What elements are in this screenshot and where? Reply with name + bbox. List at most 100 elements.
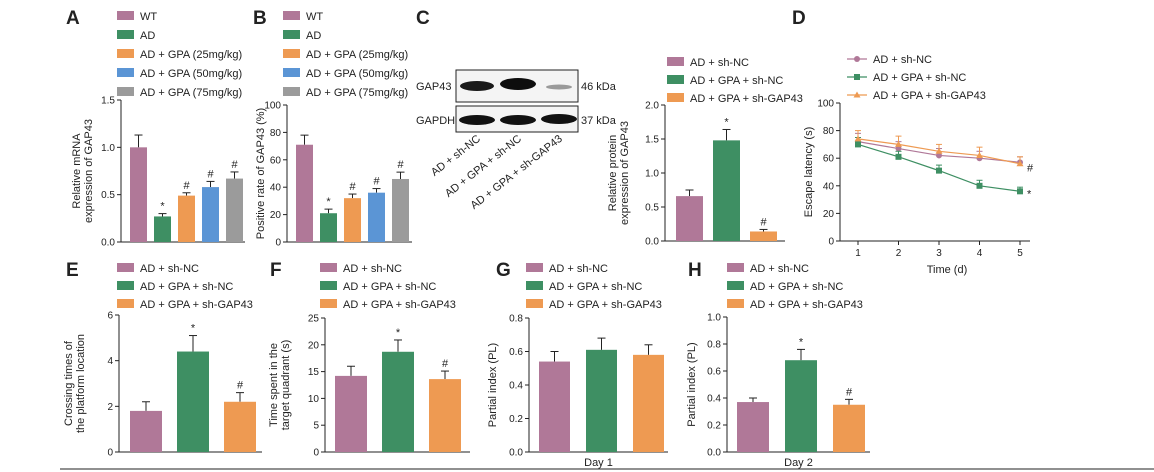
point-d-1-2 bbox=[936, 167, 942, 174]
legend-e-label-3: AD + GPA + sh-GAP43 bbox=[140, 299, 253, 311]
ytick-label-c-1: 0.5 bbox=[645, 203, 659, 214]
bar-a-4 bbox=[226, 178, 243, 242]
legend-a-label-gpa50: AD + GPA (50mg/kg) bbox=[140, 68, 242, 80]
ytick-label-d-4: 80 bbox=[823, 126, 835, 137]
xlabel-g: Day 1 bbox=[584, 457, 613, 469]
legend-b-swatch-gpa50 bbox=[283, 68, 300, 77]
ylabel-c-1: expression of GAP43 bbox=[619, 121, 631, 225]
sig-e-1: * bbox=[191, 323, 196, 335]
sig-a-4: # bbox=[231, 159, 238, 171]
legend-f-swatch-3 bbox=[320, 299, 337, 308]
sig-b-4: # bbox=[397, 159, 404, 171]
legend-a: WT AD AD + GPA (25mg/kg) AD + GPA (50mg/… bbox=[117, 11, 242, 99]
ytick-label-d-3: 60 bbox=[823, 154, 835, 165]
point-d-0-1 bbox=[895, 145, 902, 152]
sig-c-1: * bbox=[724, 116, 729, 128]
bar-g-0 bbox=[539, 361, 570, 452]
sig-a-2: # bbox=[183, 180, 190, 192]
ytick-label-h-1: 0.2 bbox=[707, 421, 721, 432]
legend-f-swatch-1 bbox=[320, 263, 337, 272]
ytick-label-b-0: 0 bbox=[275, 238, 281, 249]
legend-c-swatch-3 bbox=[667, 93, 684, 102]
bar-c-0 bbox=[676, 196, 703, 241]
ytick-label-e-1: 2 bbox=[107, 402, 113, 413]
xtick-label-d-2: 3 bbox=[936, 248, 942, 259]
legend-b-label-gpa25: AD + GPA (25mg/kg) bbox=[306, 49, 408, 61]
legend-h-label-1: AD + sh-NC bbox=[750, 263, 809, 275]
legend-g-swatch-3 bbox=[526, 299, 543, 308]
sig-h-2: # bbox=[846, 386, 853, 398]
point-d-2-4 bbox=[1016, 160, 1024, 167]
panel-letter-b: B bbox=[253, 8, 267, 29]
ylabel-a-0: Relative mRNA bbox=[71, 133, 83, 209]
legend-a-label-ad: AD bbox=[140, 30, 155, 42]
legend-f: AD + sh-NC AD + GPA + sh-NC AD + GPA + s… bbox=[320, 263, 456, 311]
legend-g-label-1: AD + sh-NC bbox=[549, 263, 608, 275]
legend-a-swatch-gpa75 bbox=[117, 87, 134, 96]
ylabel-a-1: expression of GAP43 bbox=[83, 119, 95, 223]
panel-letter-d: D bbox=[792, 8, 806, 29]
legend-d-marker-1 bbox=[854, 56, 860, 62]
sig-b-1: * bbox=[326, 196, 331, 208]
sig-c-2: # bbox=[760, 216, 767, 228]
sig-b-2: # bbox=[349, 181, 356, 193]
legend-a-swatch-gpa25 bbox=[117, 49, 134, 58]
point-d-1-0 bbox=[855, 141, 861, 148]
legend-f-label-2: AD + GPA + sh-NC bbox=[343, 281, 436, 293]
ytick-label-h-0: 0.0 bbox=[707, 448, 721, 459]
wb-size-gapdh: 37 kDa bbox=[581, 115, 617, 127]
xtick-label-d-0: 1 bbox=[855, 248, 861, 259]
legend-b-swatch-ad bbox=[283, 30, 300, 39]
legend-h: AD + sh-NC AD + GPA + sh-NC AD + GPA + s… bbox=[727, 263, 863, 311]
legend-d-marker-3 bbox=[853, 91, 861, 98]
legend-f-swatch-2 bbox=[320, 281, 337, 290]
bar-a-2 bbox=[178, 195, 195, 242]
ytick-label-b-3: 60 bbox=[270, 155, 282, 166]
ytick-label-c-3: 1.5 bbox=[645, 135, 659, 146]
panel-letter-h: H bbox=[688, 260, 702, 281]
legend-b-label-gpa50: AD + GPA (50mg/kg) bbox=[306, 68, 408, 80]
legend-d-marker-2 bbox=[854, 74, 860, 80]
xlabel-d: Time (d) bbox=[927, 264, 968, 276]
ytick-label-c-0: 0.0 bbox=[645, 237, 659, 248]
ylabel-c-0: Relative protein bbox=[607, 135, 619, 211]
ytick-label-e-2: 4 bbox=[107, 356, 113, 367]
ytick-label-b-2: 40 bbox=[270, 183, 282, 194]
wb-size-gap43: 46 kDa bbox=[581, 81, 617, 93]
ytick-label-a-2: 1.0 bbox=[101, 143, 115, 154]
bar-b-2 bbox=[344, 198, 361, 242]
panel-letter-f: F bbox=[270, 260, 282, 281]
legend-a-label-gpa25: AD + GPA (25mg/kg) bbox=[140, 49, 242, 61]
legend-g-swatch-1 bbox=[526, 263, 543, 272]
wb-band-gapdh-lane2 bbox=[500, 115, 536, 125]
legend-c-swatch-2 bbox=[667, 75, 684, 84]
sig-e-2: # bbox=[237, 380, 244, 392]
wb-band-gap43-lane3 bbox=[546, 84, 572, 90]
legend-g: AD + sh-NC AD + GPA + sh-NC AD + GPA + s… bbox=[526, 263, 662, 311]
ytick-label-b-4: 80 bbox=[270, 128, 282, 139]
legend-b-swatch-gpa25 bbox=[283, 49, 300, 58]
legend-c-swatch-1 bbox=[667, 57, 684, 66]
legend-a-swatch-ad bbox=[117, 30, 134, 39]
ytick-label-c-2: 1.0 bbox=[645, 169, 659, 180]
xtick-label-d-4: 5 bbox=[1017, 248, 1023, 259]
ytick-label-f-0: 0 bbox=[313, 448, 319, 459]
legend-h-label-3: AD + GPA + sh-GAP43 bbox=[750, 299, 863, 311]
legend-b-label-wt: WT bbox=[306, 11, 323, 23]
ytick-label-a-3: 1.5 bbox=[101, 96, 115, 107]
ytick-label-e-3: 6 bbox=[107, 311, 113, 322]
ylabel-e-0: Crossing times of bbox=[63, 340, 75, 426]
ylabel-d: Escape latency (s) bbox=[803, 127, 815, 217]
point-d-1-4 bbox=[1017, 188, 1023, 195]
sig-f-2: # bbox=[442, 358, 449, 370]
wb-band-label-gap43: GAP43 bbox=[416, 81, 451, 93]
legend-f-label-3: AD + GPA + sh-GAP43 bbox=[343, 299, 456, 311]
bar-g-1 bbox=[586, 349, 617, 452]
legend-c-label-3: AD + GPA + sh-GAP43 bbox=[690, 93, 803, 105]
bar-f-1 bbox=[382, 351, 414, 452]
legend-g-swatch-2 bbox=[526, 281, 543, 290]
ytick-label-d-5: 100 bbox=[817, 99, 834, 110]
legend-b-swatch-gpa75 bbox=[283, 87, 300, 96]
legend-b-swatch-wt bbox=[283, 11, 300, 20]
